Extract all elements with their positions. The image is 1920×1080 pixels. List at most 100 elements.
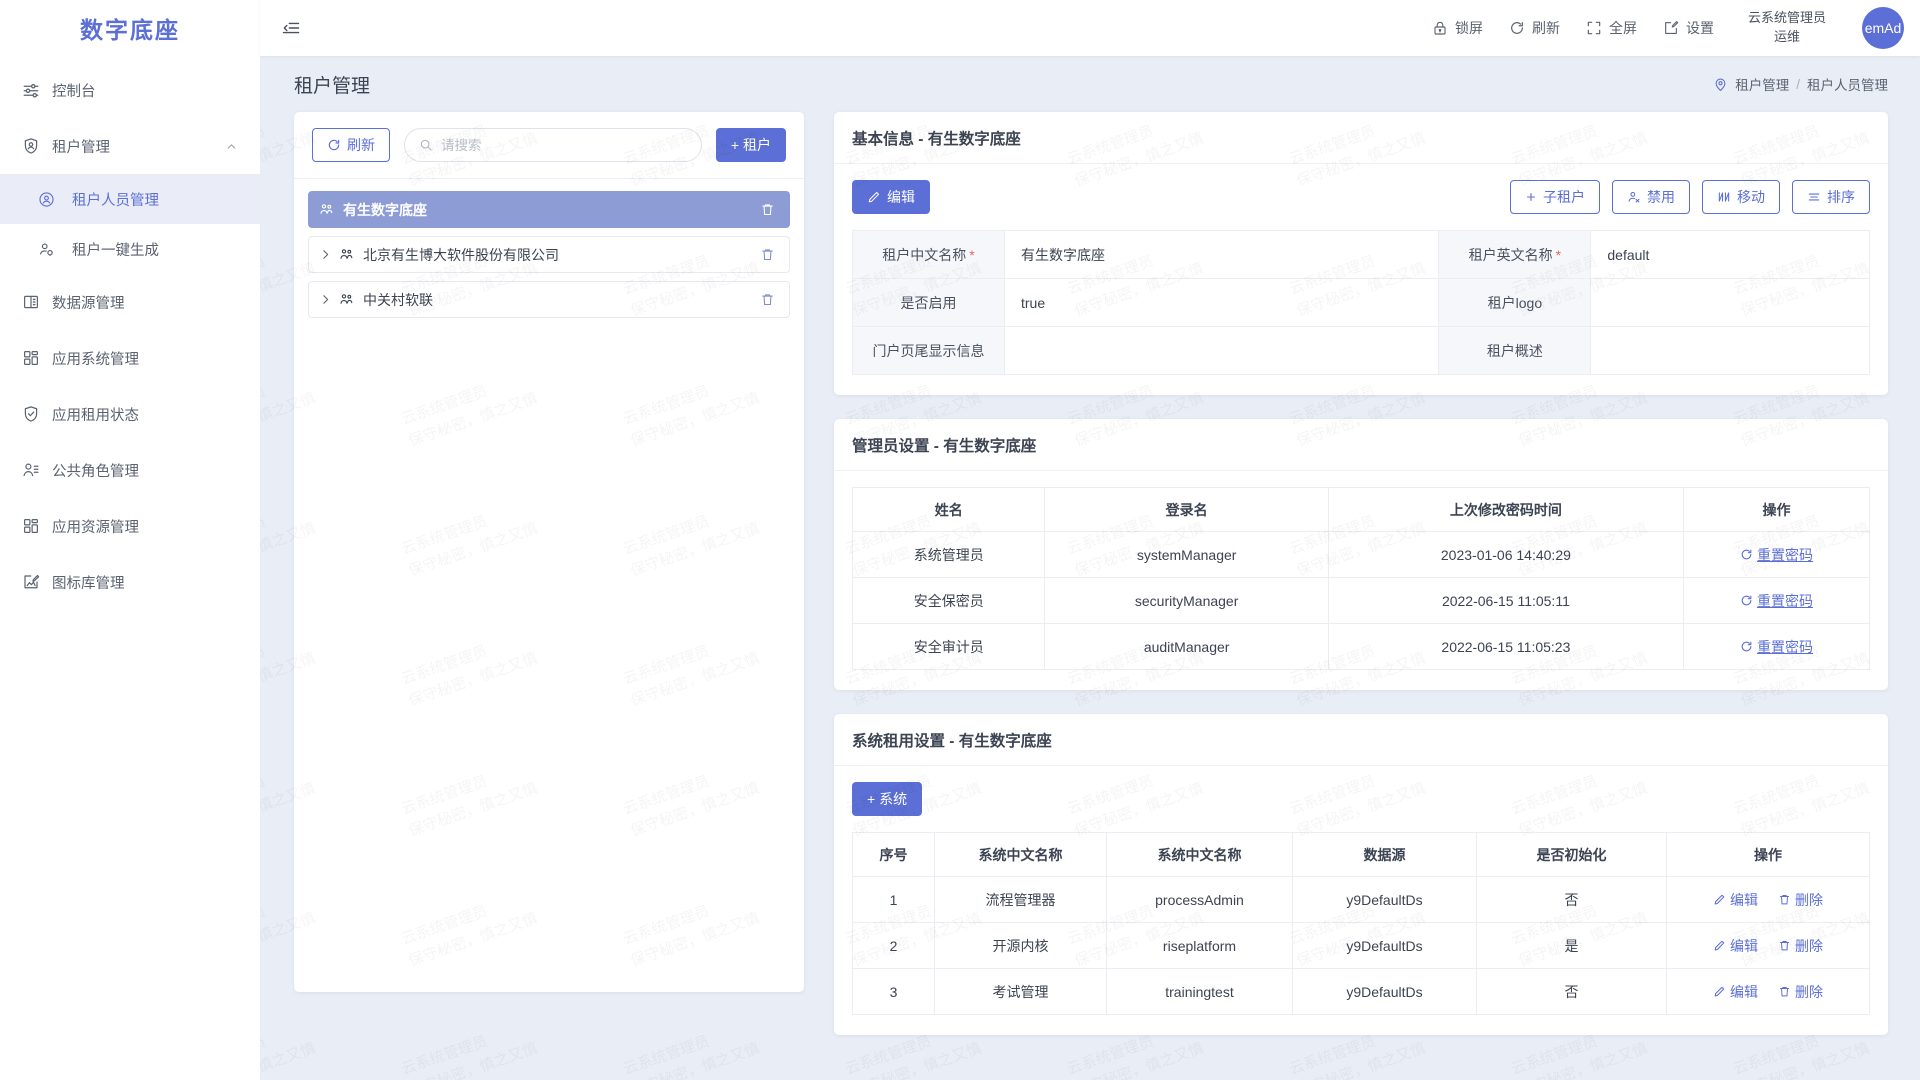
breadcrumb-item-1[interactable]: 租户人员管理 <box>1807 78 1888 93</box>
sidebar-item-datasource[interactable]: 数据源管理 <box>0 274 260 330</box>
fullscreen-button[interactable]: 全屏 <box>1586 18 1637 38</box>
breadcrumb-item-0[interactable]: 租户管理 <box>1735 78 1790 93</box>
cell-action: 重置密码 <box>1683 531 1870 578</box>
cell-en-name: processAdmin <box>1106 876 1293 923</box>
field-value <box>1003 326 1440 375</box>
detail-column: 基本信息 - 有生数字底座 编辑 <box>834 112 1888 1035</box>
table-row: 门户页尾显示信息 租户概述 <box>852 326 1870 375</box>
chevron-up-icon[interactable] <box>225 140 238 153</box>
tree-search[interactable] <box>404 128 702 162</box>
system-rental-table: 序号 系统中文名称 系统中文名称 数据源 是否初始化 操作 1 流程管理器 <box>852 832 1870 1015</box>
user-name-line1: 云系统管理员 <box>1747 10 1826 26</box>
refresh-button[interactable]: 刷新 <box>1509 18 1560 38</box>
delete-row-label: 删除 <box>1795 937 1823 954</box>
cell-initialized: 否 <box>1476 876 1667 923</box>
sidebar-item-public-role[interactable]: 公共角色管理 <box>0 442 260 498</box>
delete-row-button[interactable]: 删除 <box>1778 890 1823 910</box>
basic-info-actions: 编辑 子租户 <box>852 180 1870 214</box>
sidebar-item-app-resource[interactable]: 应用资源管理 <box>0 498 260 554</box>
apps-grid-icon <box>22 349 48 367</box>
cell-action: 重置密码 <box>1683 577 1870 624</box>
delete-row-label: 删除 <box>1795 983 1823 1000</box>
cell-seq: 3 <box>852 968 935 1015</box>
trash-icon[interactable] <box>760 202 775 217</box>
field-label-text: 租户中文名称 <box>882 246 967 263</box>
user-name[interactable]: 云系统管理员 运维 <box>1748 9 1826 47</box>
fullscreen-label: 全屏 <box>1608 20 1637 36</box>
column-header-last-change: 上次修改密码时间 <box>1327 487 1685 532</box>
sidebar-item-tenant-personnel[interactable]: 租户人员管理 <box>0 174 260 224</box>
edit-row-button[interactable]: 编辑 <box>1713 890 1758 910</box>
add-tenant-button[interactable]: + 租户 <box>715 128 786 162</box>
field-label: 租户logo <box>1438 278 1592 327</box>
tree-node[interactable]: 中关村软联 <box>308 281 790 318</box>
reset-password-button[interactable]: 重置密码 <box>1740 637 1813 657</box>
move-label: 移动 <box>1737 189 1765 205</box>
column-header-action: 操作 <box>1683 487 1870 532</box>
chevron-right-icon[interactable] <box>319 248 339 261</box>
trash-icon[interactable] <box>760 247 775 262</box>
table-row: 2 开源内核 riseplatform y9DefaultDs 是 <box>852 922 1870 969</box>
reset-password-button[interactable]: 重置密码 <box>1740 545 1813 565</box>
edit-row-label: 编辑 <box>1730 891 1758 908</box>
delete-row-button[interactable]: 删除 <box>1778 982 1823 1002</box>
column-header-en-name: 系统中文名称 <box>1106 832 1293 877</box>
trash-icon[interactable] <box>760 292 775 307</box>
sort-button[interactable]: 排序 <box>1792 180 1870 214</box>
sidebar-group-tenant-management[interactable]: 租户管理 <box>0 118 260 174</box>
cell-datasource: y9DefaultDs <box>1292 968 1477 1015</box>
tree-node-selected[interactable]: 有生数字底座 <box>308 191 790 228</box>
required-mark: * <box>969 246 975 263</box>
sidebar-item-console[interactable]: 控制台 <box>0 62 260 118</box>
column-header-name: 姓名 <box>851 487 1046 532</box>
sidebar-item-tenant-generate[interactable]: 租户一键生成 <box>0 224 260 274</box>
settings-button[interactable]: 设置 <box>1663 18 1714 38</box>
sidebar-item-icon-library[interactable]: 图标库管理 <box>0 554 260 610</box>
field-label: 租户概述 <box>1438 326 1592 375</box>
column-header-action: 操作 <box>1666 832 1870 877</box>
cell-action: 编辑 删除 <box>1666 968 1870 1015</box>
cell-seq: 2 <box>852 922 935 969</box>
avatar[interactable]: emAd <box>1862 7 1904 49</box>
tree-refresh-button[interactable]: 刷新 <box>312 128 390 162</box>
tenant-tree: 有生数字底座 <box>294 179 804 338</box>
move-button[interactable]: 移动 <box>1702 180 1780 214</box>
settings-pencil-icon <box>1663 20 1679 36</box>
add-system-button[interactable]: + 系统 <box>852 782 923 816</box>
cell-cn-name: 流程管理器 <box>934 876 1107 923</box>
tree-node[interactable]: 北京有生博大软件股份有限公司 <box>308 236 790 273</box>
search-input[interactable] <box>441 137 687 153</box>
sidebar-item-app-system[interactable]: 应用系统管理 <box>0 330 260 386</box>
edit-row-button[interactable]: 编辑 <box>1713 936 1758 956</box>
brand-logo: 数字底座 <box>80 17 180 43</box>
sidebar-nav: 控制台 租户管理 <box>0 56 260 610</box>
field-label: 租户英文名称 * <box>1438 230 1592 279</box>
edit-row-button[interactable]: 编辑 <box>1713 982 1758 1002</box>
sidebar-item-label: 应用资源管理 <box>52 519 139 536</box>
chevron-right-icon[interactable] <box>319 293 339 306</box>
shield-check-icon <box>22 405 48 423</box>
sidebar-item-app-rental-status[interactable]: 应用租用状态 <box>0 386 260 442</box>
table-row: 安全审计员 auditManager 2022-06-15 11:05:23 <box>851 623 1870 670</box>
tenant-group-icon <box>319 202 341 217</box>
basic-info-body: 编辑 子租户 <box>834 164 1888 395</box>
refresh-icon <box>327 138 341 152</box>
edit-row-label: 编辑 <box>1730 937 1758 954</box>
pencil-icon <box>1713 893 1726 906</box>
sub-tenant-button[interactable]: 子租户 <box>1510 180 1600 214</box>
reset-password-button[interactable]: 重置密码 <box>1740 591 1813 611</box>
page-title: 租户管理 <box>294 75 371 97</box>
tree-refresh-label: 刷新 <box>347 137 375 153</box>
sort-label: 排序 <box>1827 189 1855 205</box>
lock-screen-button[interactable]: 锁屏 <box>1432 18 1483 38</box>
user-list-icon <box>22 461 48 479</box>
delete-row-label: 删除 <box>1795 891 1823 908</box>
disable-button[interactable]: 禁用 <box>1612 180 1690 214</box>
collapse-menu-icon[interactable] <box>274 11 308 45</box>
delete-row-button[interactable]: 删除 <box>1778 936 1823 956</box>
apps-grid-icon <box>22 517 48 535</box>
edit-button[interactable]: 编辑 <box>852 180 930 214</box>
tree-toolbar: 刷新 + 租户 <box>294 112 804 179</box>
content-columns: 刷新 + 租户 <box>260 112 1920 1035</box>
cell-cn-name: 开源内核 <box>934 922 1107 969</box>
